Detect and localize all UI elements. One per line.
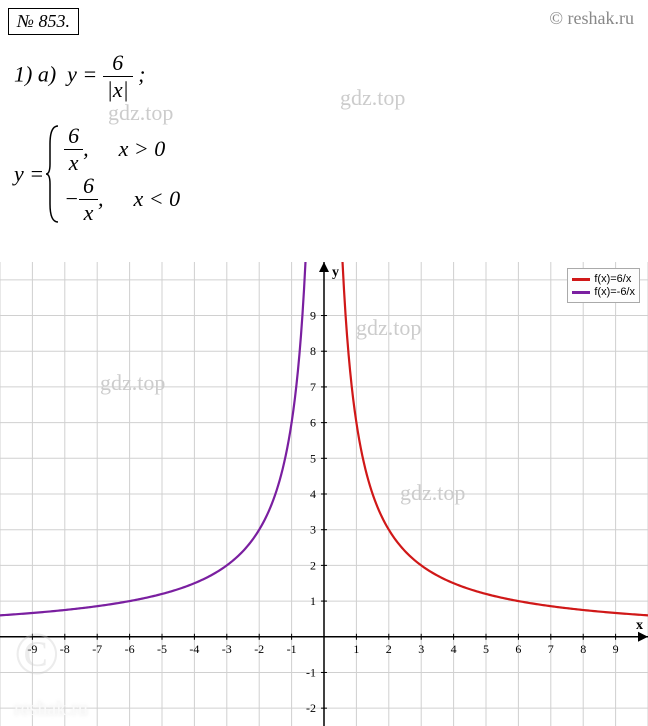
svg-text:-1: -1	[306, 665, 316, 679]
bottom-credit: reshak.ru	[14, 698, 88, 721]
case2-den: x	[79, 200, 98, 224]
svg-text:5: 5	[483, 642, 489, 656]
case2-fraction: 6 x	[79, 175, 98, 224]
chart-svg: x y -9 -8 -7 -6 -5 -4 -3 -2 -1 1 2 3 4 5 6 7 8 9 -2 -1 1 2 3 4 5 6 7…	[0, 262, 648, 726]
legend-box: f(x)=6/x f(x)=-6/x	[567, 268, 640, 303]
legend-swatch-2	[572, 291, 590, 294]
svg-text:-7: -7	[92, 642, 102, 656]
svg-text:-1: -1	[287, 642, 297, 656]
page-container: № 853. © reshak.ru 1) а) y = 6 |x| ; y =…	[0, 0, 648, 726]
svg-text:7: 7	[310, 380, 316, 394]
legend-swatch-1	[572, 278, 590, 281]
svg-text:-9: -9	[27, 642, 37, 656]
brace-icon	[44, 124, 64, 224]
svg-text:8: 8	[310, 344, 316, 358]
svg-text:7: 7	[548, 642, 554, 656]
problem-number: № 853.	[8, 8, 79, 35]
svg-text:y: y	[332, 265, 339, 280]
main-frac-num: 6	[103, 52, 133, 77]
legend-item-2: f(x)=-6/x	[572, 286, 635, 298]
semicolon: ;	[138, 62, 145, 87]
case2-condition: x < 0	[133, 186, 180, 212]
case1-condition: x > 0	[119, 136, 166, 162]
svg-text:8: 8	[580, 642, 586, 656]
svg-text:-4: -4	[189, 642, 199, 656]
svg-text:5: 5	[310, 451, 316, 465]
svg-text:2: 2	[310, 558, 316, 572]
equation-section: 1) а) y = 6 |x| ; y = 6 x , x > 0	[14, 52, 180, 227]
legend-label-1: f(x)=6/x	[594, 273, 631, 285]
piece-rows: 6 x , x > 0 − 6 x , x < 0	[64, 121, 180, 227]
case1-num: 6	[64, 125, 83, 150]
piece-row-1: 6 x , x > 0	[64, 127, 180, 171]
legend-item-1: f(x)=6/x	[572, 273, 635, 285]
svg-text:-2: -2	[254, 642, 264, 656]
svg-text:6: 6	[310, 416, 316, 430]
problem-number-text: № 853.	[17, 11, 70, 31]
main-fraction: 6 |x|	[103, 52, 133, 101]
main-frac-den: |x|	[103, 77, 133, 101]
comma2: ,	[98, 186, 104, 212]
svg-text:-8: -8	[60, 642, 70, 656]
svg-text:x: x	[636, 618, 643, 633]
piecewise-equation: y = 6 x , x > 0 − 6 x	[14, 121, 180, 227]
svg-text:3: 3	[418, 642, 424, 656]
comma1: ,	[83, 136, 89, 162]
site-credit: © reshak.ru	[549, 8, 634, 29]
svg-text:1: 1	[310, 594, 316, 608]
svg-text:-2: -2	[306, 701, 316, 715]
svg-text:-6: -6	[125, 642, 135, 656]
svg-text:4: 4	[310, 487, 316, 501]
svg-text:1: 1	[353, 642, 359, 656]
svg-text:9: 9	[310, 309, 316, 323]
site-credit-text: © reshak.ru	[549, 8, 634, 28]
piece-row-2: − 6 x , x < 0	[64, 177, 180, 221]
svg-text:3: 3	[310, 523, 316, 537]
case2-num: 6	[79, 175, 98, 200]
watermark-text: gdz.top	[340, 85, 405, 111]
svg-text:9: 9	[613, 642, 619, 656]
piecewise-lhs: y =	[14, 161, 44, 187]
case1-fraction: 6 x	[64, 125, 83, 174]
svg-text:6: 6	[515, 642, 521, 656]
svg-text:-5: -5	[157, 642, 167, 656]
main-equation: 1) а) y = 6 |x| ;	[14, 52, 180, 101]
case2-prefix: −	[64, 186, 79, 212]
svg-text:2: 2	[386, 642, 392, 656]
chart-area: x y -9 -8 -7 -6 -5 -4 -3 -2 -1 1 2 3 4 5 6 7 8 9 -2 -1 1 2 3 4 5 6 7…	[0, 262, 648, 726]
equation-prefix: 1) а)	[14, 62, 56, 87]
svg-text:-3: -3	[222, 642, 232, 656]
legend-label-2: f(x)=-6/x	[594, 286, 635, 298]
equation-lhs: y =	[67, 62, 97, 87]
svg-text:4: 4	[451, 642, 457, 656]
case1-den: x	[64, 150, 83, 174]
